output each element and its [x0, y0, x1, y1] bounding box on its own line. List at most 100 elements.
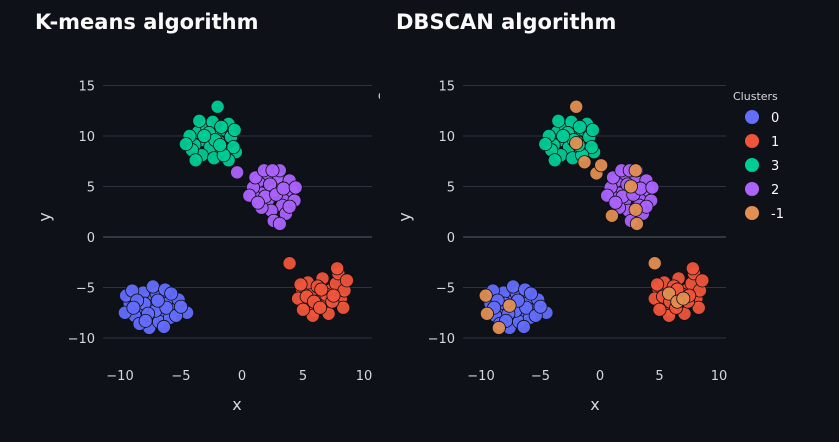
kmeans-point[interactable]: [339, 273, 354, 288]
dbscan-point[interactable]: [594, 158, 609, 173]
kmeans-x-tick-label: 10: [356, 369, 373, 384]
dbscan-legend-label: 2: [771, 183, 779, 198]
dbscan-point[interactable]: [516, 319, 531, 334]
dbscan-x-axis-label: x: [590, 395, 599, 414]
dbscan-point[interactable]: [608, 195, 623, 210]
dbscan-point[interactable]: [585, 122, 600, 137]
kmeans-y-axis-label: y: [35, 212, 54, 221]
dbscan-point[interactable]: [478, 288, 493, 303]
dbscan-point[interactable]: [533, 299, 548, 314]
kmeans-point[interactable]: [326, 288, 341, 303]
kmeans-point[interactable]: [230, 165, 245, 180]
dbscan-point[interactable]: [569, 99, 584, 114]
kmeans-point[interactable]: [138, 313, 153, 328]
kmeans-point[interactable]: [313, 300, 328, 315]
kmeans-series-3: [178, 99, 243, 168]
dbscan-series--1: [478, 99, 691, 335]
dbscan-point[interactable]: [629, 216, 644, 231]
dbscan-point[interactable]: [691, 300, 706, 315]
kmeans-point[interactable]: [282, 256, 297, 271]
kmeans-point[interactable]: [156, 319, 171, 334]
dbscan-point[interactable]: [538, 137, 553, 152]
kmeans-point[interactable]: [295, 302, 310, 317]
dbscan-point[interactable]: [502, 298, 517, 313]
kmeans-point[interactable]: [214, 119, 229, 134]
kmeans-point[interactable]: [173, 299, 188, 314]
kmeans-point[interactable]: [265, 163, 280, 178]
dbscan-point[interactable]: [577, 155, 592, 170]
dbscan-x-tick-label: −10: [467, 369, 494, 384]
dbscan-legend-item[interactable]: -1: [745, 206, 784, 222]
dbscan-point[interactable]: [556, 128, 571, 143]
kmeans-point[interactable]: [188, 153, 203, 168]
dbscan-point[interactable]: [572, 119, 587, 134]
dbscan-legend-label: 1: [771, 135, 779, 150]
kmeans-point[interactable]: [213, 138, 228, 153]
dbscan-point[interactable]: [628, 163, 643, 178]
kmeans-x-axis-label: x: [232, 395, 241, 414]
kmeans-y-tick-label: 5: [87, 181, 95, 196]
kmeans-series-2: [230, 163, 303, 231]
kmeans-x-tick-label: 0: [238, 369, 246, 384]
dbscan-point[interactable]: [551, 113, 566, 128]
kmeans-point[interactable]: [178, 137, 193, 152]
dbscan-legend-label: 3: [771, 159, 779, 174]
kmeans-point[interactable]: [282, 199, 297, 214]
dbscan-legend-item[interactable]: 2: [745, 182, 779, 198]
kmeans-y-tick-label: −5: [76, 282, 95, 297]
dbscan-point[interactable]: [479, 306, 494, 321]
kmeans-point[interactable]: [272, 216, 287, 231]
kmeans-point[interactable]: [126, 300, 141, 315]
dbscan-point[interactable]: [569, 136, 584, 151]
dbscan-legend-swatch: [745, 182, 759, 196]
dbscan-point[interactable]: [652, 302, 667, 317]
kmeans-point[interactable]: [293, 277, 308, 292]
dbscan-point[interactable]: [695, 273, 710, 288]
kmeans-point[interactable]: [314, 282, 329, 297]
dbscan-legend-item[interactable]: 1: [745, 134, 779, 150]
kmeans-x-tick-label: −5: [171, 369, 190, 384]
kmeans-point[interactable]: [226, 140, 241, 155]
kmeans-y-tick-label: −10: [68, 332, 95, 347]
kmeans-series-0: [117, 279, 195, 335]
dbscan-point[interactable]: [604, 208, 619, 223]
dbscan-legend: Clusters 0 1 3 2 -1: [733, 90, 784, 222]
dbscan-point[interactable]: [628, 202, 643, 217]
dbscan-point[interactable]: [547, 153, 562, 168]
kmeans-point[interactable]: [263, 177, 278, 192]
dbscan-point[interactable]: [676, 291, 691, 306]
kmeans-point[interactable]: [336, 300, 351, 315]
kmeans-point[interactable]: [288, 180, 303, 195]
kmeans-point[interactable]: [164, 286, 179, 301]
dbscan-legend-item[interactable]: 3: [745, 158, 779, 174]
dbscan-point[interactable]: [506, 279, 521, 294]
dbscan-series-3: [538, 113, 602, 168]
kmeans-y-tick-label: 0: [87, 231, 95, 246]
kmeans-point[interactable]: [330, 261, 345, 276]
kmeans-series-1: [282, 256, 354, 323]
kmeans-point[interactable]: [227, 122, 242, 137]
kmeans-point[interactable]: [192, 113, 207, 128]
dbscan-legend-label: 0: [771, 111, 779, 126]
dbscan-point[interactable]: [647, 256, 662, 271]
kmeans-point[interactable]: [210, 99, 225, 114]
kmeans-x-tick-label: −10: [106, 369, 133, 384]
dbscan-legend-swatch: [745, 206, 759, 220]
kmeans-point[interactable]: [250, 195, 265, 210]
dbscan-point[interactable]: [623, 179, 638, 194]
dbscan-x-tick-label: 10: [711, 369, 728, 384]
dbscan-y-tick-label: 5: [447, 181, 455, 196]
dbscan-point[interactable]: [523, 286, 538, 301]
dbscan-y-tick-label: 0: [447, 231, 455, 246]
dbscan-legend-swatch: [745, 158, 759, 172]
kmeans-point[interactable]: [197, 128, 212, 143]
dbscan-point[interactable]: [645, 180, 660, 195]
dbscan-point[interactable]: [685, 261, 700, 276]
dbscan-point[interactable]: [491, 320, 506, 335]
kmeans-point[interactable]: [150, 293, 165, 308]
dbscan-legend-title: Clusters: [733, 90, 778, 103]
dbscan-point[interactable]: [650, 277, 665, 292]
dbscan-legend-item[interactable]: 0: [745, 110, 779, 126]
